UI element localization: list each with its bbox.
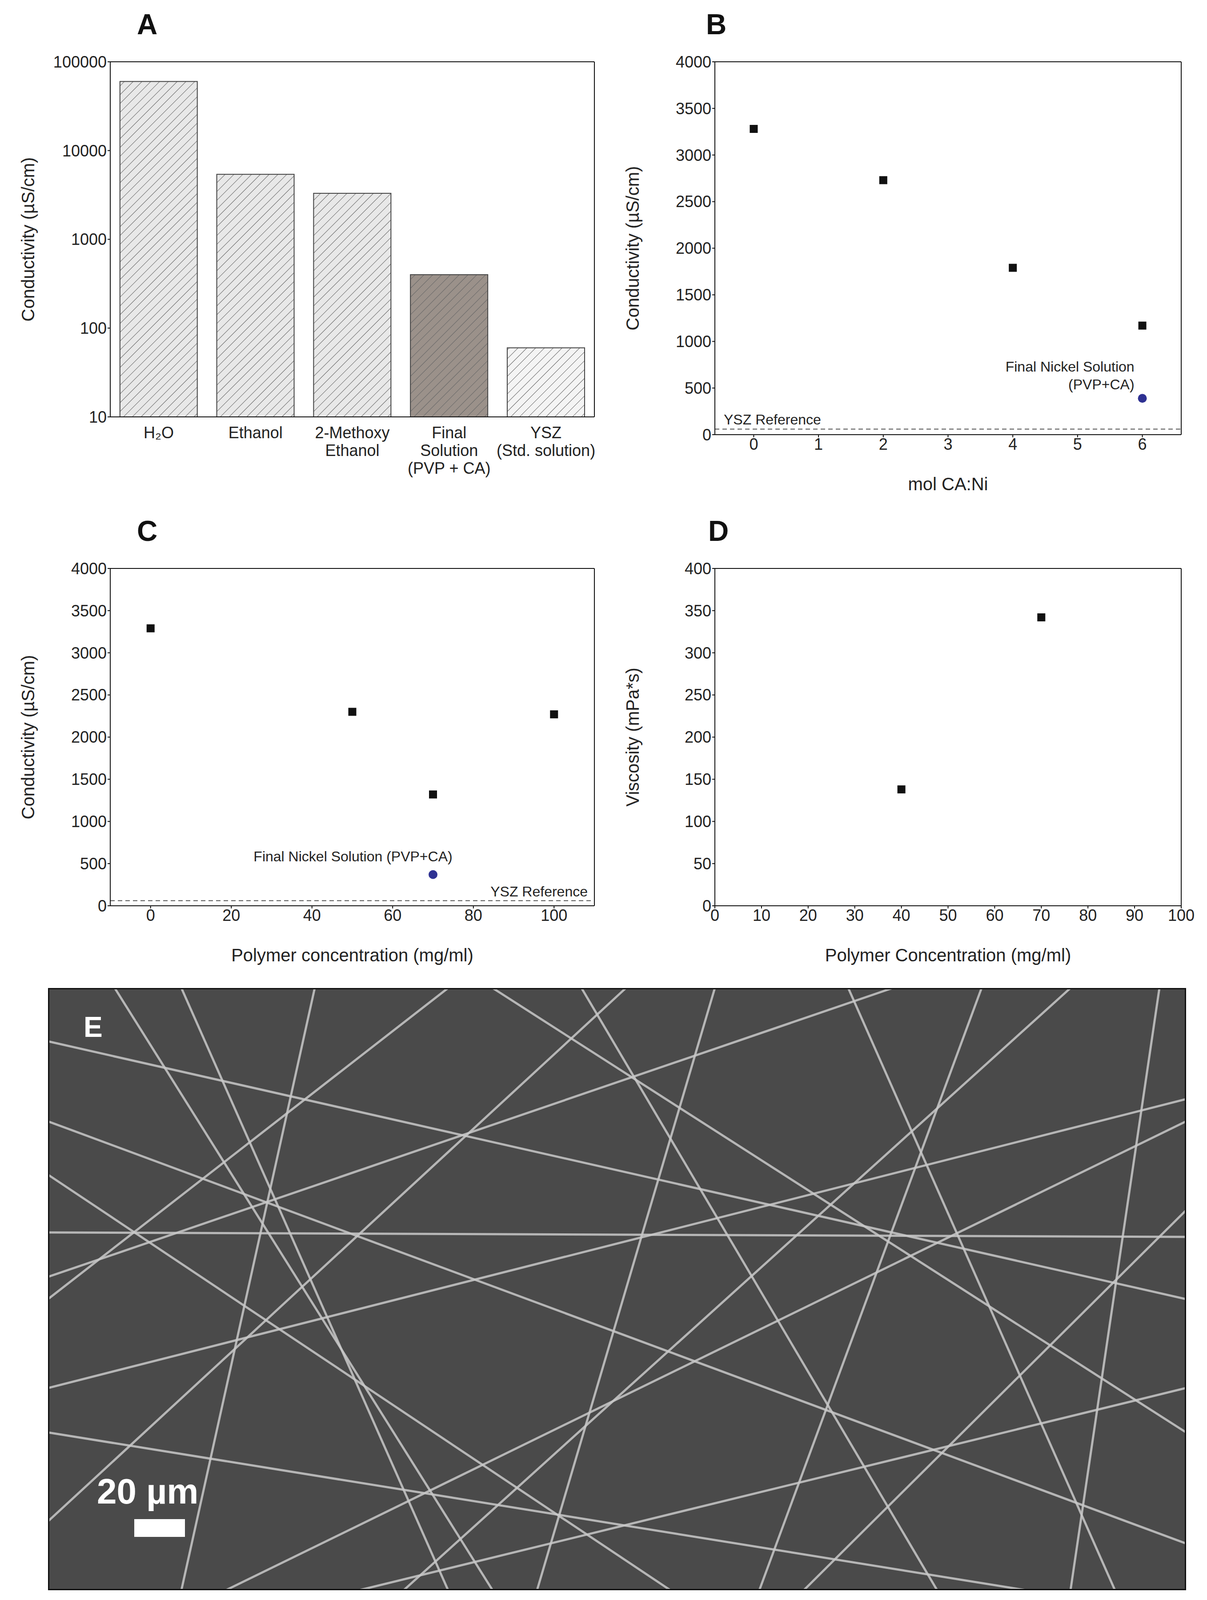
svg-text:400: 400 [684, 559, 712, 578]
svg-text:1500: 1500 [675, 285, 712, 305]
svg-text:2500: 2500 [71, 685, 107, 705]
svg-text:1000: 1000 [71, 812, 107, 831]
svg-text:1000: 1000 [71, 230, 107, 249]
svg-text:Final Nickel Solution (PVP+CA): Final Nickel Solution (PVP+CA) [253, 848, 453, 865]
svg-text:3500: 3500 [675, 99, 712, 118]
svg-text:2000: 2000 [71, 728, 107, 747]
svg-text:2000: 2000 [675, 239, 712, 258]
svg-text:Viscosity (mPa*s): Viscosity (mPa*s) [622, 667, 643, 807]
svg-text:40: 40 [892, 906, 911, 925]
svg-text:20: 20 [799, 906, 818, 925]
svg-text:3: 3 [943, 435, 953, 454]
svg-text:100: 100 [684, 812, 712, 831]
svg-text:20 µm: 20 µm [96, 1471, 199, 1512]
svg-text:Final Nickel Solution(PVP+CA): Final Nickel Solution(PVP+CA) [1005, 358, 1135, 393]
html-text:B: B [705, 8, 727, 41]
svg-text:10: 10 [88, 408, 107, 427]
svg-text:4: 4 [1008, 435, 1018, 454]
svg-text:Conductivity (µS/cm): Conductivity (µS/cm) [18, 655, 38, 820]
svg-text:500: 500 [80, 854, 107, 874]
svg-text:FinalSolution(PVP + CA): FinalSolution(PVP + CA) [407, 423, 491, 478]
svg-text:1000: 1000 [675, 332, 712, 351]
svg-text:2-MethoxyEthanol: 2-MethoxyEthanol [314, 423, 390, 460]
svg-text:70: 70 [1032, 906, 1051, 925]
svg-text:4000: 4000 [675, 52, 712, 72]
svg-text:YSZ Reference: YSZ Reference [490, 883, 588, 900]
svg-text:100000: 100000 [53, 52, 107, 72]
svg-text:20: 20 [222, 906, 241, 925]
svg-text:0: 0 [97, 897, 107, 916]
svg-text:100: 100 [540, 906, 568, 925]
svg-text:250: 250 [684, 685, 712, 705]
svg-text:0: 0 [749, 435, 758, 454]
svg-text:Conductivity (µS/cm): Conductivity (µS/cm) [622, 166, 643, 331]
html-text:A: A [136, 8, 158, 41]
svg-text:200: 200 [684, 728, 712, 747]
svg-text:80: 80 [1078, 906, 1097, 925]
svg-text:3000: 3000 [71, 644, 107, 663]
svg-text:60: 60 [985, 906, 1004, 925]
svg-text:30: 30 [846, 906, 864, 925]
svg-text:0: 0 [146, 906, 156, 925]
svg-text:150: 150 [684, 770, 712, 789]
svg-text:4000: 4000 [71, 559, 107, 578]
svg-text:3000: 3000 [675, 146, 712, 165]
svg-text:0: 0 [702, 425, 712, 445]
svg-text:500: 500 [684, 379, 712, 398]
html-text:C: C [136, 515, 158, 548]
svg-text:mol CA:Ni: mol CA:Ni [907, 474, 988, 494]
svg-text:6: 6 [1138, 435, 1147, 454]
svg-text:YSZ(Std. solution): YSZ(Std. solution) [496, 423, 596, 460]
html-text:D: D [708, 515, 729, 548]
svg-text:350: 350 [684, 601, 712, 621]
svg-text:10000: 10000 [62, 141, 107, 161]
svg-text:2500: 2500 [675, 192, 712, 211]
svg-text:60: 60 [383, 906, 402, 925]
svg-text:E: E [83, 1011, 103, 1044]
svg-text:0: 0 [702, 897, 712, 916]
svg-text:Polymer Concentration (mg/ml): Polymer Concentration (mg/ml) [825, 945, 1072, 966]
svg-text:50: 50 [693, 854, 712, 874]
svg-text:50: 50 [938, 906, 957, 925]
svg-text:300: 300 [684, 644, 712, 663]
svg-text:YSZ Reference: YSZ Reference [723, 411, 822, 428]
svg-text:Ethanol: Ethanol [228, 423, 283, 442]
svg-text:100: 100 [1167, 906, 1195, 925]
svg-text:0: 0 [710, 906, 720, 925]
svg-text:90: 90 [1125, 906, 1144, 925]
svg-text:Conductivity (µS/cm): Conductivity (µS/cm) [18, 157, 38, 322]
svg-text:80: 80 [464, 906, 483, 925]
svg-text:3500: 3500 [71, 601, 107, 621]
svg-text:2: 2 [878, 435, 888, 454]
svg-text:40: 40 [303, 906, 321, 925]
svg-text:Polymer concentration (mg/ml): Polymer concentration (mg/ml) [231, 945, 474, 966]
svg-text:H₂O: H₂O [143, 423, 174, 442]
svg-text:1500: 1500 [71, 770, 107, 789]
svg-text:100: 100 [80, 319, 107, 338]
svg-text:5: 5 [1073, 435, 1083, 454]
svg-text:1: 1 [814, 435, 823, 454]
svg-text:10: 10 [752, 906, 771, 925]
